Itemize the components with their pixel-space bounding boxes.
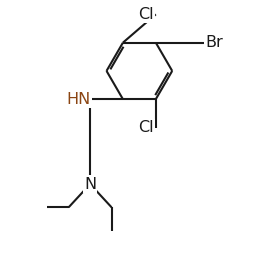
Text: Br: Br [206, 35, 223, 50]
Text: Cl: Cl [138, 7, 154, 22]
Text: N: N [84, 177, 96, 192]
Text: HN: HN [67, 92, 91, 107]
Text: Cl: Cl [138, 120, 154, 135]
